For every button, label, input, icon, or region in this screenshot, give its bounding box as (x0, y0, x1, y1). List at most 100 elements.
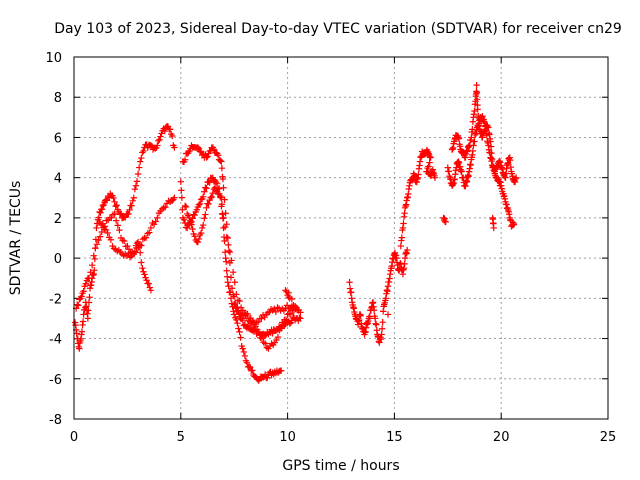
data-point (209, 189, 217, 197)
data-point (510, 220, 518, 228)
data-point (208, 193, 215, 201)
data-point (206, 179, 213, 186)
data-point (147, 287, 155, 294)
data-point (234, 319, 241, 327)
data-point (134, 244, 142, 252)
data-point (235, 325, 242, 332)
data-point (114, 222, 121, 229)
data-point (507, 156, 514, 164)
data-point (228, 257, 235, 264)
series-track-f (181, 184, 304, 352)
data-point (78, 293, 85, 300)
data-point (191, 211, 198, 219)
data-point (258, 315, 265, 322)
data-point (261, 332, 269, 339)
data-point (234, 303, 241, 311)
data-point (193, 206, 201, 213)
data-point (255, 318, 262, 326)
data-point (227, 274, 235, 281)
data-point (231, 279, 238, 286)
data-point (223, 234, 230, 241)
data-point (198, 224, 206, 232)
data-point (110, 194, 117, 202)
data-point (378, 325, 386, 332)
data-point (258, 335, 266, 342)
data-point (297, 315, 304, 322)
data-point (124, 242, 131, 250)
data-point (144, 230, 151, 237)
data-point (178, 194, 186, 201)
data-point (274, 333, 282, 341)
data-point (197, 229, 205, 237)
data-point (194, 238, 202, 246)
data-point (455, 135, 463, 142)
data-point (272, 308, 280, 316)
data-point (384, 311, 392, 318)
series-track-g (231, 287, 302, 327)
data-point (138, 242, 145, 249)
data-point (142, 234, 150, 241)
data-point (74, 301, 81, 308)
data-point (219, 175, 227, 183)
data-point (204, 153, 211, 160)
data-point (473, 81, 480, 89)
data-point (222, 258, 230, 265)
y-tick-label: -6 (49, 373, 62, 388)
data-point (137, 249, 144, 256)
data-point (217, 157, 224, 164)
y-tick-label: 8 (54, 91, 62, 106)
data-point (145, 280, 152, 287)
data-point (95, 214, 103, 221)
data-point (200, 193, 207, 201)
data-point (471, 138, 478, 145)
data-point (102, 196, 110, 203)
data-point (138, 259, 145, 266)
data-point (282, 316, 290, 323)
data-point (184, 224, 191, 232)
data-point (141, 271, 148, 278)
data-point (111, 198, 118, 205)
data-point (97, 209, 104, 216)
data-point (126, 254, 134, 261)
data-point (188, 221, 195, 228)
data-point (99, 202, 107, 210)
data-point (99, 220, 107, 227)
chart-title: Day 103 of 2023, Sidereal Day-to-day VTE… (54, 21, 622, 37)
data-point (95, 236, 102, 244)
data-point (113, 202, 120, 209)
data-point (116, 211, 124, 218)
data-point (109, 211, 117, 218)
data-point (426, 159, 433, 166)
data-point (147, 224, 155, 232)
data-point (223, 220, 230, 228)
data-point (112, 217, 120, 224)
data-point (201, 215, 208, 222)
data-point (240, 348, 248, 356)
data-point (189, 225, 196, 233)
data-point (216, 190, 223, 197)
data-point (181, 202, 189, 210)
data-point (162, 203, 169, 211)
data-point (93, 241, 101, 248)
data-point (263, 344, 270, 351)
data-point (213, 180, 221, 187)
data-point (249, 367, 256, 374)
data-point (225, 282, 232, 290)
data-point (291, 302, 299, 310)
data-point (283, 288, 290, 296)
data-point (122, 214, 129, 221)
data-point (195, 235, 203, 243)
data-point (195, 145, 203, 152)
series-track-i (397, 146, 439, 250)
data-point (243, 359, 251, 366)
data-point (131, 248, 139, 255)
data-point (117, 210, 125, 217)
data-point (196, 200, 204, 208)
x-tick-label: 10 (279, 430, 296, 445)
data-point (261, 340, 269, 347)
data-point (282, 287, 289, 294)
data-point (223, 267, 230, 274)
data-point (490, 224, 497, 232)
data-point (116, 226, 123, 234)
